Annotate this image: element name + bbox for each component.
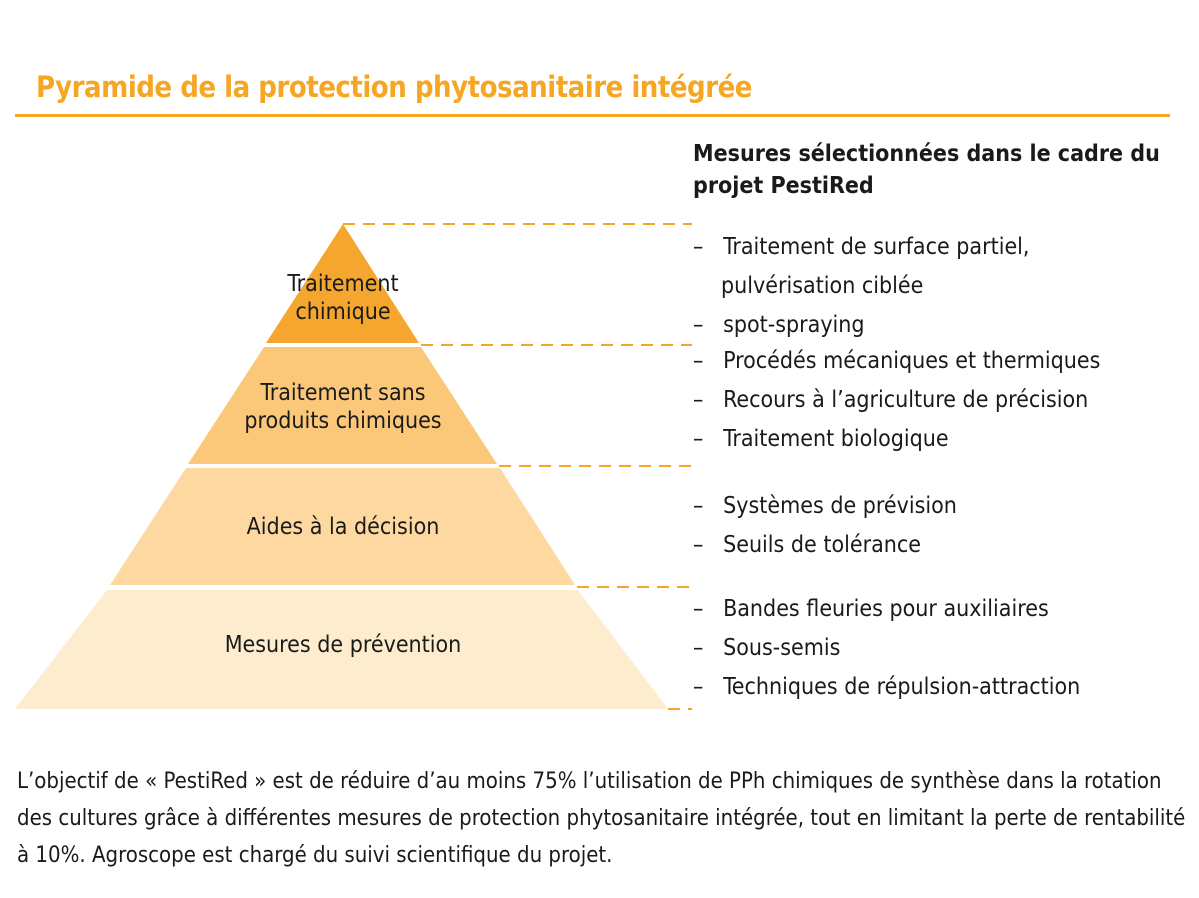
measures-list-decision: – Systèmes de prévision – Seuils de tolé… xyxy=(693,487,1173,565)
figure-title: Pyramide de la protection phytosanitaire… xyxy=(36,70,753,104)
measures-list-non-chemical: – Procédés mécaniques et thermiques – Re… xyxy=(693,342,1173,459)
label-line: Traitement sans xyxy=(260,380,426,406)
level-label-chemical: Traitement chimique xyxy=(193,270,493,326)
pyramid-level-chemical xyxy=(266,224,419,343)
measure-item: – Sous-semis xyxy=(693,635,841,661)
level-label-decision: Aides à la décision xyxy=(246,514,440,540)
measure-item: – Traitement biologique xyxy=(693,426,949,452)
caption: L’objectif de « PestiRed » est de réduir… xyxy=(17,769,1186,868)
measures-heading: Mesures sélectionnées dans le cadre du p… xyxy=(693,141,1160,199)
title-rule xyxy=(15,114,1170,117)
measure-item: – Seuils de tolérance xyxy=(693,532,922,558)
measures-list-chemical: – Traitement de surface partiel, pulvéri… xyxy=(693,228,1093,345)
measure-item: – Techniques de répulsion-attraction xyxy=(693,674,1081,700)
level-label-prevention: Mesures de prévention xyxy=(224,632,462,658)
label-line: chimique xyxy=(295,299,391,325)
pyramid-level-prevention xyxy=(15,590,668,709)
label-line: Traitement xyxy=(287,271,399,297)
measure-item: – Traitement de surface partiel, pulvéri… xyxy=(693,234,1030,299)
label-line: produits chimiques xyxy=(244,408,442,434)
measure-item: – Procédés mécaniques et thermiques xyxy=(693,348,1101,374)
measure-item: – Systèmes de prévision xyxy=(693,493,957,519)
pyramid-level-decision xyxy=(110,468,575,585)
level-label-non-chemical: Traitement sans produits chimiques xyxy=(193,379,493,435)
pyramid-level-non-chemical xyxy=(188,347,497,464)
measure-item: – spot-spraying xyxy=(693,312,865,338)
measure-item: – Bandes fleuries pour auxiliaires xyxy=(693,596,1049,622)
measures-list-prevention: – Bandes fleuries pour auxiliaires – Sou… xyxy=(693,590,1173,707)
measure-item: – Recours à l’agriculture de précision xyxy=(693,387,1089,413)
